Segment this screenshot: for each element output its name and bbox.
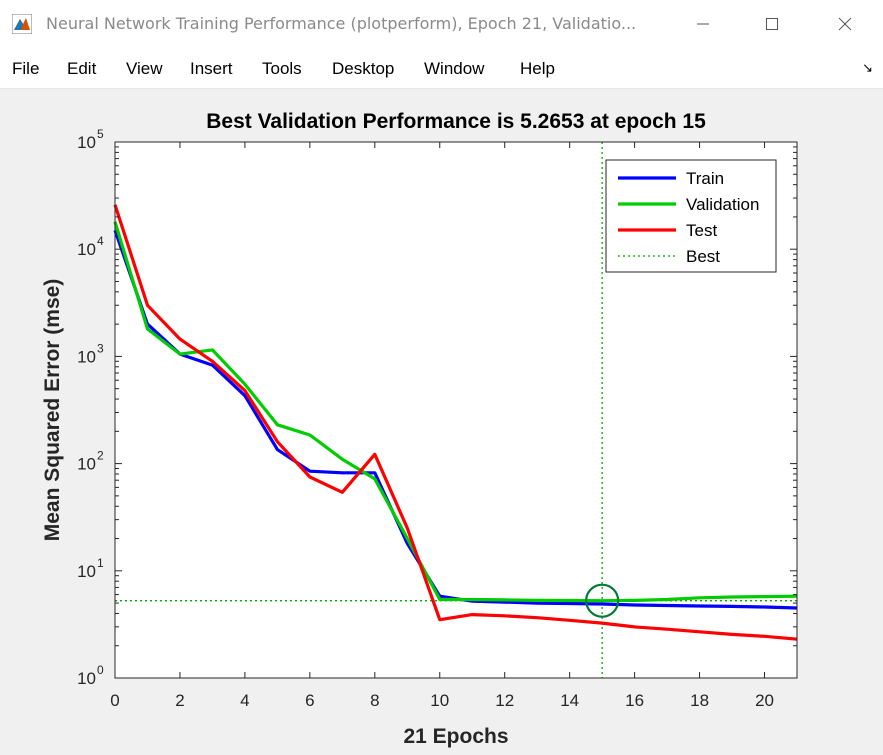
- matlab-icon: [12, 14, 32, 34]
- x-tick-label: 16: [625, 691, 644, 710]
- y-tick-label: 10: [77, 240, 96, 259]
- menu-edit[interactable]: Edit: [67, 59, 97, 78]
- best-marker: [585, 583, 620, 618]
- menu-tools[interactable]: Tools: [262, 59, 302, 78]
- x-tick-label: 10: [430, 691, 449, 710]
- maximize-button[interactable]: [749, 0, 795, 48]
- x-tick-label: 6: [305, 691, 314, 710]
- x-tick-label: 18: [690, 691, 709, 710]
- minimize-icon: [697, 23, 709, 25]
- y-tick-label: 10: [77, 669, 96, 688]
- dock-arrow-icon[interactable]: ↘: [862, 60, 873, 75]
- y-tick-exponent: 1: [97, 556, 104, 570]
- maximize-icon: [766, 18, 778, 30]
- x-tick-label: 8: [370, 691, 379, 710]
- legend-label-validation: Validation: [686, 195, 759, 214]
- y-tick-exponent: 4: [97, 234, 104, 248]
- title-bar: Neural Network Training Performance (plo…: [0, 0, 883, 48]
- window-title: Neural Network Training Performance (plo…: [46, 14, 637, 33]
- menu-desktop[interactable]: Desktop: [332, 59, 395, 78]
- x-tick-label: 20: [755, 691, 774, 710]
- menu-insert[interactable]: Insert: [190, 59, 233, 78]
- x-tick-label: 0: [110, 691, 119, 710]
- y-tick-exponent: 0: [97, 663, 104, 677]
- close-icon: [838, 17, 852, 31]
- y-tick-exponent: 3: [97, 341, 104, 355]
- menu-bar: File Edit View Insert Tools Desktop Wind…: [0, 48, 883, 89]
- y-axis-label: Mean Squared Error (mse): [41, 279, 64, 542]
- x-tick-label: 12: [495, 691, 514, 710]
- x-tick-label: 14: [560, 691, 579, 710]
- series-line-test: [113, 204, 798, 641]
- figure-area: Best Validation Performance is 5.2653 at…: [0, 89, 883, 750]
- menu-view[interactable]: View: [126, 59, 163, 78]
- x-tick-label: 4: [240, 691, 249, 710]
- minimize-button[interactable]: [680, 0, 726, 48]
- axes-box: [114, 141, 798, 679]
- legend-label-train: Train: [686, 169, 724, 188]
- legend-label-best: Best: [686, 247, 720, 266]
- close-button[interactable]: [822, 0, 868, 48]
- y-tick-exponent: 2: [97, 449, 104, 463]
- y-tick-label: 10: [77, 347, 96, 366]
- menu-window[interactable]: Window: [424, 59, 485, 78]
- performance-chart: Best Validation Performance is 5.2653 at…: [41, 110, 798, 748]
- menu-file[interactable]: File: [12, 59, 40, 78]
- x-tick-label: 2: [175, 691, 184, 710]
- y-tick-label: 10: [77, 455, 96, 474]
- y-tick-label: 10: [77, 562, 96, 581]
- menu-help[interactable]: Help: [520, 59, 555, 78]
- legend-label-test: Test: [686, 221, 717, 240]
- series-line-validation: [113, 221, 798, 603]
- y-tick-label: 10: [77, 133, 96, 152]
- y-tick-exponent: 5: [97, 127, 104, 141]
- chart-title: Best Validation Performance is 5.2653 at…: [206, 110, 706, 133]
- legend: Train Validation Test Best: [605, 159, 777, 273]
- x-axis-label: 21 Epochs: [403, 725, 508, 748]
